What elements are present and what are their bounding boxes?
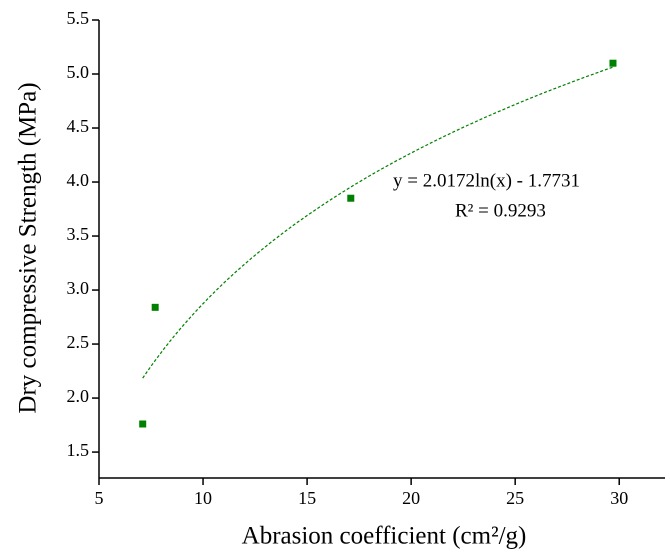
y-tick-label: 3.5 xyxy=(67,224,90,244)
point xyxy=(609,59,617,67)
x-tick-label: 10 xyxy=(194,488,212,508)
y-tick-label: 2.5 xyxy=(67,332,90,352)
point xyxy=(139,420,147,428)
y-tick-label: 5.0 xyxy=(67,62,90,82)
y-tick-label: 1.5 xyxy=(67,440,90,460)
y-tick-label: 4.0 xyxy=(67,170,90,190)
y-tick-label: 2.0 xyxy=(67,386,90,406)
y-axis-label: Dry compressive Strength (MPa) xyxy=(15,82,42,413)
x-tick-label: 30 xyxy=(610,488,628,508)
y-tick-label: 3.0 xyxy=(67,278,90,298)
x-axis-label: Abrasion coefficient (cm²/g) xyxy=(242,523,527,550)
x-tick-label: 20 xyxy=(402,488,420,508)
r-squared: R² = 0.9293 xyxy=(455,200,546,221)
x-tick-label: 15 xyxy=(298,488,316,508)
x-tick-label: 25 xyxy=(506,488,524,508)
point xyxy=(151,303,159,311)
y-tick-label: 5.5 xyxy=(67,8,90,28)
trendline xyxy=(142,66,614,379)
y-tick-label: 4.5 xyxy=(67,116,90,136)
equation: y = 2.0172ln(x) - 1.7731 xyxy=(393,170,580,191)
point xyxy=(347,194,355,202)
x-tick-label: 5 xyxy=(95,488,104,508)
